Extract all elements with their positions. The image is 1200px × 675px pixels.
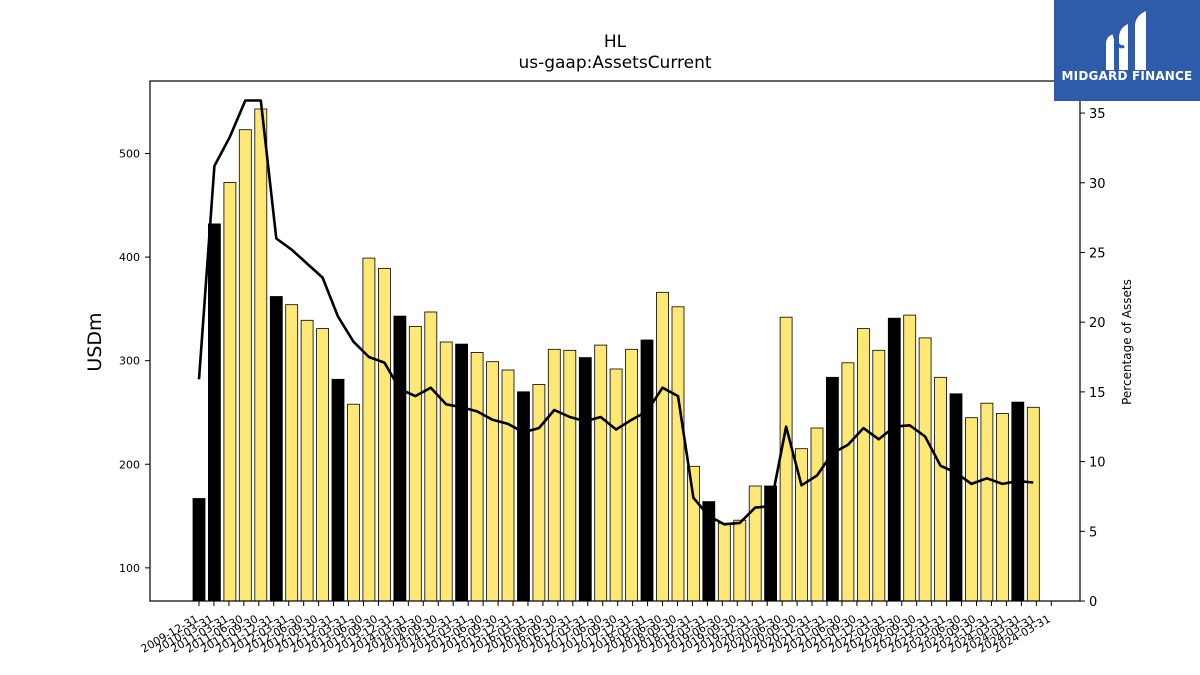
bar-2020-12-31: [872, 349, 886, 602]
bar-2010-03-31: [207, 223, 221, 602]
plot-frame: [149, 80, 1081, 602]
y2-tick-label: 10: [1089, 456, 1106, 471]
bar-2021-06-30: [903, 314, 917, 602]
bar-2016-06-30: [594, 344, 608, 602]
bar-2020-06-30: [841, 362, 855, 602]
bar-2015-09-30: [547, 348, 561, 602]
y2-tick-label: 15: [1089, 386, 1106, 401]
bar-2020-03-31: [826, 376, 839, 602]
bar-2015-03-31: [517, 391, 530, 602]
y2-tick-label: 35: [1089, 107, 1106, 122]
bar-2016-03-31: [578, 357, 592, 602]
bar-2014-12-31: [501, 369, 515, 602]
bar-2022-06-30: [965, 417, 978, 602]
midgard-logo-icon: [1106, 11, 1146, 70]
bar-2013-09-30: [424, 311, 438, 602]
bar-2021-09-30: [918, 337, 932, 602]
percentage-line: [197, 99, 1034, 526]
bar-2014-09-30: [486, 361, 500, 602]
bar-2018-09-30: [733, 519, 747, 602]
bar-2022-03-31: [949, 393, 963, 602]
y-axis-label: USDm: [84, 312, 106, 371]
y-tick-label: 300: [119, 355, 140, 368]
y2-tick-label: 5: [1089, 525, 1097, 540]
bar-2014-03-31: [455, 343, 469, 602]
bar-2012-03-31: [331, 378, 345, 602]
bar-2017-09-30: [671, 306, 685, 602]
bar-2022-12-31: [996, 413, 1009, 602]
bar-2010-09-30: [238, 129, 252, 602]
bar-2015-06-30: [532, 384, 546, 602]
bar-2011-09-30: [300, 319, 314, 602]
bar-2012-09-30: [362, 257, 376, 602]
bar-2017-03-31: [640, 339, 654, 602]
bar-2019-12-31: [810, 427, 824, 602]
bar-2011-12-31: [316, 328, 330, 602]
bar-2021-03-31: [887, 317, 901, 602]
bar-2013-03-31: [393, 315, 407, 602]
bar-2010-06-30: [223, 182, 237, 602]
y2-axis-label: Percentage of Assets: [1120, 279, 1134, 405]
y-tick-label: 200: [119, 458, 140, 471]
bar-2023-06-30: [1026, 406, 1040, 602]
bar-2022-09-30: [980, 402, 994, 602]
bar-2020-09-30: [857, 328, 870, 602]
bar-2014-06-30: [470, 351, 484, 602]
bar-2010-12-31: [254, 108, 268, 602]
brand-name: MIDGARD FINANCE: [1061, 69, 1193, 83]
bar-2016-12-31: [625, 348, 638, 602]
bar-2012-06-30: [347, 403, 360, 602]
bar-2021-12-31: [934, 376, 947, 602]
bar-2018-12-31: [748, 485, 762, 602]
bar-2012-12-31: [377, 268, 391, 602]
y2-tick-label: 0: [1089, 595, 1097, 610]
bar-2009-12-31: [192, 498, 206, 602]
bar-2018-06-30: [717, 522, 731, 602]
bar-2011-03-31: [269, 296, 283, 602]
bar-2013-06-30: [408, 326, 422, 602]
y-tick-label: 500: [119, 148, 140, 161]
y2-tick-label: 25: [1089, 246, 1106, 261]
bar-2013-12-31: [439, 341, 453, 602]
y2-tick-label: 30: [1089, 177, 1106, 192]
y-tick-label: 400: [119, 251, 140, 264]
bar-2015-12-31: [563, 349, 577, 602]
bar-2017-06-30: [656, 291, 669, 602]
bar-2016-09-30: [609, 368, 623, 602]
bar-2023-03-31: [1011, 401, 1025, 602]
chart-subtitle: us-gaap:AssetsCurrent: [518, 53, 712, 73]
bar-2011-06-30: [285, 304, 299, 602]
bar-2017-12-31: [687, 465, 700, 602]
y2-tick-label: 20: [1089, 316, 1106, 331]
chart-title: HL: [603, 32, 627, 52]
bar-2019-06-30: [779, 316, 793, 602]
midgard-finance-logo: MIDGARD FINANCE: [1054, 0, 1200, 101]
y-tick-label: 100: [119, 562, 140, 575]
